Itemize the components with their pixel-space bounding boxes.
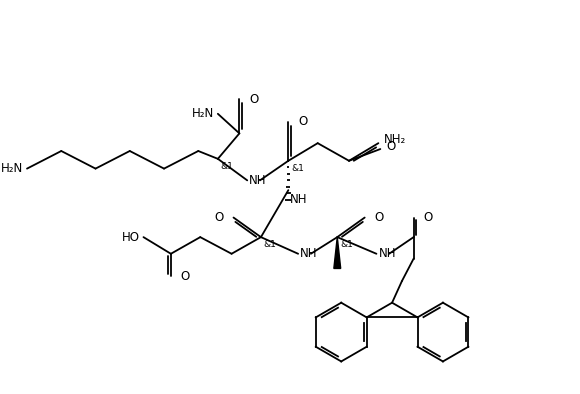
Text: &1: &1	[264, 240, 277, 249]
Text: NH₂: NH₂	[385, 133, 407, 146]
Text: O: O	[423, 211, 433, 224]
Text: &1: &1	[340, 240, 353, 249]
Text: &1: &1	[221, 162, 234, 171]
Text: H₂N: H₂N	[192, 107, 214, 120]
Polygon shape	[334, 237, 340, 268]
Text: &1: &1	[291, 164, 304, 173]
Text: O: O	[298, 115, 307, 128]
Text: NH: NH	[378, 247, 396, 260]
Text: H₂N: H₂N	[1, 162, 23, 175]
Text: O: O	[249, 93, 259, 106]
Text: HO: HO	[122, 230, 140, 243]
Text: NH: NH	[249, 174, 267, 187]
Text: NH: NH	[291, 193, 308, 206]
Text: O: O	[375, 211, 384, 224]
Text: O: O	[215, 211, 224, 224]
Text: O: O	[386, 139, 396, 152]
Text: NH: NH	[300, 247, 318, 260]
Text: O: O	[181, 270, 190, 283]
